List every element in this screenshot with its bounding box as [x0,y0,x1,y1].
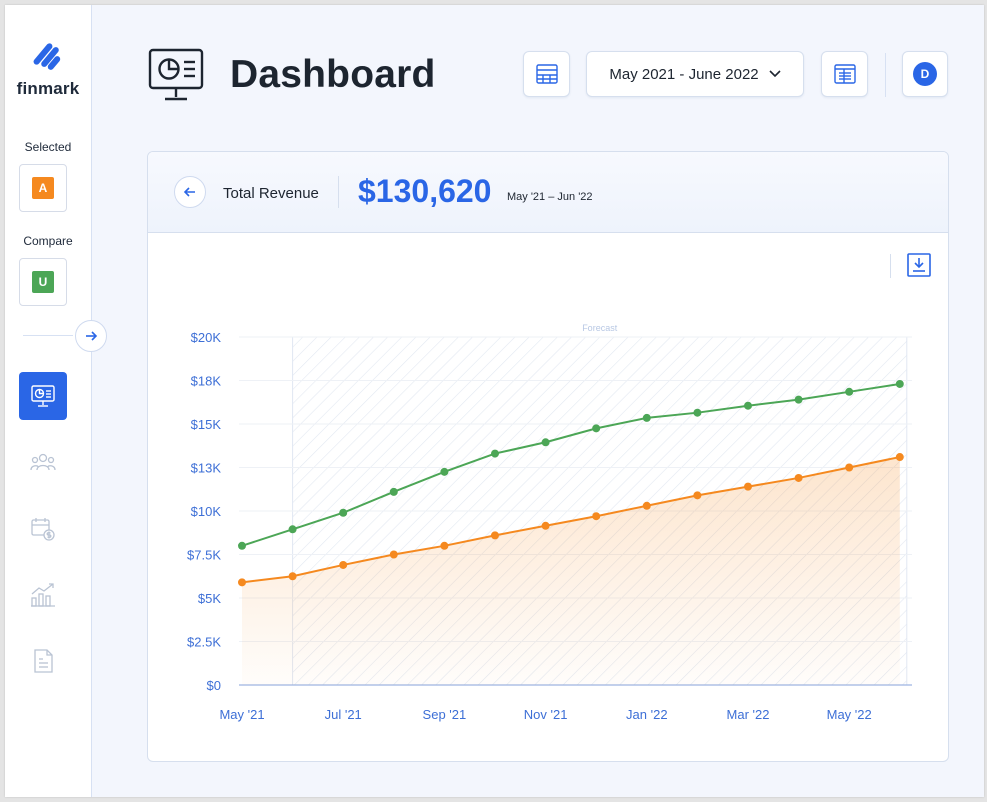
expand-sidebar-button[interactable] [75,320,107,352]
user-avatar: D [913,62,937,86]
revenue-card: Total Revenue $130,620 May '21 – Jun '22 [147,151,949,762]
date-range-value: May 2021 - June 2022 [609,65,759,83]
x-tick-label: May '21 [219,707,264,722]
back-button[interactable] [174,176,206,208]
data-point-a [541,521,550,530]
data-point-u [339,508,348,517]
revenue-chart: Forecast $20K $18K $15K $13K $10K $7.5K $5K $2.5… [187,323,912,722]
chevron-down-icon [769,70,781,78]
y-tick-label: $5K [198,591,221,606]
download-separator [890,254,891,278]
data-point-a [491,531,499,540]
data-point-u [491,449,499,458]
x-tick-label: Jan '22 [626,707,668,722]
finmark-logo-icon [33,43,61,70]
data-point-a [339,560,348,569]
arrow-left-icon [183,187,195,197]
data-point-u [845,387,854,396]
header-divider [885,53,886,97]
header-separator [338,176,339,208]
compare-scenario-box[interactable]: U [19,258,67,306]
data-point-a [845,463,854,472]
y-tick-label: $20K [191,330,222,345]
selected-scenario-box[interactable]: A [19,164,67,212]
selected-label: Selected [24,140,72,154]
y-tick-label: $7.5K [187,548,221,563]
x-tick-label: May '22 [827,707,872,722]
nav-item-growth[interactable] [19,571,67,619]
data-point-u [389,487,398,496]
spreadsheet-view-button[interactable] [821,51,868,97]
card-header: Total Revenue $130,620 May '21 – Jun '22 [148,152,948,233]
data-point-u [592,424,601,433]
layout-view-button[interactable] [523,51,570,97]
data-point-u [895,379,904,388]
series-line-a [241,456,901,584]
data-point-a [592,512,601,521]
series-line-u [241,382,900,547]
dashboard-header-icon [148,48,204,101]
x-tick-label: Sep '21 [423,707,467,722]
app-window: finmark Selected A Compare U [5,5,984,797]
brand-name: finmark [16,79,80,98]
data-point-u [440,467,449,476]
arrow-right-icon [86,331,98,341]
y-tick-label: $18K [191,374,222,389]
team-icon [30,453,56,471]
calendar-dollar-icon [31,518,55,541]
y-tick-label: $2.5K [187,635,221,650]
sidebar-divider [23,335,73,336]
data-point-a [389,550,398,559]
data-point-a [440,541,449,550]
y-tick-label: $10K [191,504,222,519]
data-point-a [238,578,246,587]
y-tick-label: $13K [191,461,222,476]
spreadsheet-icon [833,64,856,84]
table-layout-icon [535,64,558,84]
data-point-u [541,438,550,447]
data-point-a [744,482,752,491]
download-button[interactable] [906,252,932,278]
data-point-u [288,525,297,534]
x-tick-label: Jul '21 [325,707,362,722]
data-point-a [642,501,651,510]
nav-item-reports[interactable] [19,637,67,685]
forecast-label: Forecast [582,323,618,333]
compare-label: Compare [23,234,73,248]
y-tick-label: $0 [207,678,221,693]
data-point-a [895,453,904,462]
report-document-icon [34,649,53,673]
page-title: Dashboard [230,53,436,96]
data-point-u [693,408,702,417]
metric-value: $130,620 [358,173,492,209]
brand-logo[interactable]: finmark [11,35,85,99]
data-point-u [642,413,651,422]
sidebar: finmark Selected A Compare U [5,5,92,797]
dashboard-icon [31,385,55,407]
data-point-a [288,572,297,581]
nav-item-dashboard[interactable] [19,372,67,420]
date-range-select[interactable]: May 2021 - June 2022 [586,51,804,97]
x-tick-label: Nov '21 [524,707,568,722]
nav-item-billing[interactable] [19,505,67,553]
series-a-area [242,457,900,685]
data-point-a [693,491,702,500]
data-point-a [794,473,803,482]
y-tick-label: $15K [191,417,222,432]
x-tick-label: Mar '22 [727,707,770,722]
user-menu-button[interactable]: D [902,51,948,97]
metric-label: Total Revenue [223,185,319,202]
nav-item-team[interactable] [19,439,67,487]
download-icon [907,253,931,277]
compare-scenario-chip: U [32,271,54,293]
selected-scenario-chip: A [32,177,54,199]
data-point-u [744,401,752,410]
data-point-u [238,541,246,550]
growth-chart-icon [31,583,55,607]
metric-range: May '21 – Jun '22 [507,191,593,203]
data-point-u [794,395,803,404]
